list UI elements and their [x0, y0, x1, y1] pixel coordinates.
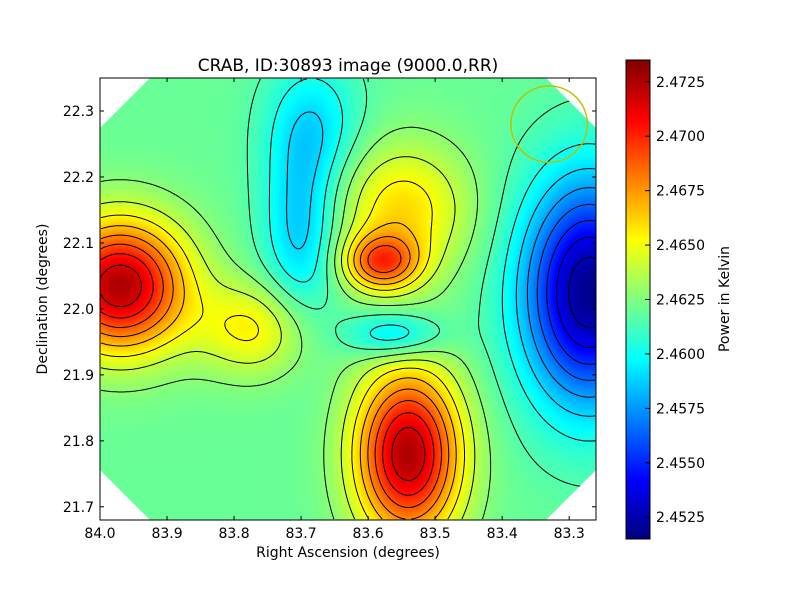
y-axis: 21.7 21.8 21.9 22.0 22.1 22.2 22.3 [63, 104, 596, 516]
contour-level-2 [546, 220, 596, 365]
contour-level-12 [100, 234, 450, 520]
plot-area [99, 77, 597, 521]
heatmap-image [100, 78, 596, 520]
contour-level-4 [526, 187, 596, 398]
y-tick-label: 22.3 [63, 104, 94, 120]
x-axis: 84.0 83.9 83.8 83.7 83.6 83.5 83.4 83.3 [84, 78, 585, 542]
colorbar-tick-label: 2.4725 [656, 75, 705, 91]
contour-level-5 [286, 111, 596, 417]
x-tick-label: 83.8 [218, 526, 249, 542]
colorbar-tick-label: 2.4525 [656, 510, 705, 526]
contour-level-0 [568, 256, 596, 328]
beam-circle [510, 85, 589, 164]
colorbar-label: Power in Kelvin [717, 246, 733, 352]
x-tick-label: 84.0 [84, 526, 115, 542]
x-tick-label: 83.9 [151, 526, 182, 542]
contour-level-7 [246, 78, 596, 488]
x-axis-label: Right Ascension (degrees) [256, 545, 440, 561]
contour-lines [100, 78, 596, 520]
colorbar-tick-label: 2.4625 [656, 293, 705, 309]
colorbar-tick-label: 2.4675 [656, 184, 705, 200]
contour-level-9 [100, 156, 476, 520]
y-tick-label: 22.2 [63, 170, 94, 186]
contour-level-8 [100, 126, 492, 520]
contour-level-10 [100, 180, 465, 520]
y-tick-label: 21.8 [63, 434, 94, 450]
colorbar-tick-label: 2.4575 [656, 401, 705, 417]
y-tick-label: 21.7 [63, 500, 94, 516]
x-tick-label: 83.4 [487, 526, 518, 542]
colorbar-tick-label: 2.4550 [656, 456, 705, 472]
contour-level-15 [100, 264, 426, 482]
colorbar: 2.4525 2.4550 2.4575 2.4600 2.4625 2.4650 2.46… [625, 59, 733, 540]
y-tick-label: 22.0 [63, 302, 94, 318]
y-tick-label: 21.9 [63, 368, 94, 384]
chart-title: CRAB, ID:30893 image (9000.0,RR) [198, 56, 499, 76]
contour-level-14 [100, 253, 435, 496]
contour-level-3 [536, 203, 596, 381]
contour-level-13 [100, 243, 442, 508]
contour-level-11 [100, 222, 457, 520]
colorbar-tick-label: 2.4650 [656, 238, 705, 254]
colorbar-tick-label: 2.4700 [656, 129, 705, 145]
y-tick-label: 22.1 [63, 236, 94, 252]
x-tick-label: 83.6 [353, 526, 384, 542]
contour-level-1 [556, 236, 596, 349]
colorbar-tick-label: 2.4600 [656, 347, 705, 363]
x-tick-label: 83.5 [420, 526, 451, 542]
y-axis-label: Declination (degrees) [35, 224, 51, 375]
x-tick-label: 83.7 [285, 526, 316, 542]
plot-frame [99, 77, 597, 521]
colorbar-ticks: 2.4525 2.4550 2.4575 2.4600 2.4625 2.4650 2.46… [645, 75, 705, 526]
x-tick-label: 83.3 [554, 526, 585, 542]
